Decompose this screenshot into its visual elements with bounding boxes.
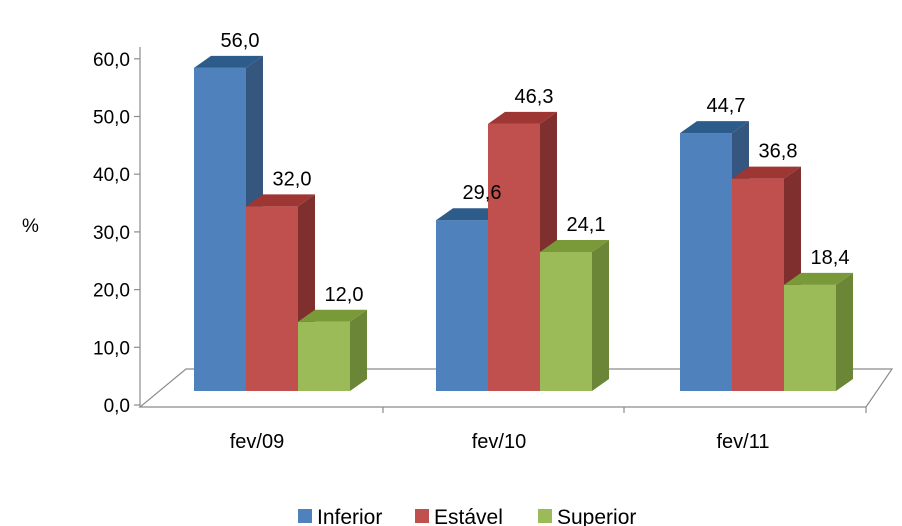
bar-front-face [194,67,246,391]
data-label-inferior-fev-09: 56,0 [221,30,260,52]
bar-estavel-fev-09 [246,194,315,391]
legend-item-inferior: Inferior [298,506,382,526]
bar-top-face [194,55,263,68]
bar-superior-fev-10 [540,239,609,391]
bar-top-face [436,208,505,221]
bar-side-face [592,239,609,391]
bar-top-face [540,239,609,252]
data-label-superior-fev-10: 24,1 [567,214,606,236]
bar-front-face [298,321,350,391]
x-category-label: fev/09 [230,431,284,453]
bar-side-face [836,272,853,391]
data-label-inferior-fev-10: 29,6 [463,182,502,204]
data-label-estavel-fev-10: 46,3 [515,86,554,108]
y-tick-label: 60,0 [93,50,130,71]
legend-swatch [415,509,429,523]
y-tick-label: 20,0 [93,281,130,302]
y-axis: 0,0 10,0 20,0 30,0 40,0 50,0 60,0 [93,47,867,417]
bar-top-face [298,309,367,322]
bar-front-face [732,178,784,391]
bars [194,55,853,392]
bar-front-face [488,123,540,391]
bar-top-face [732,166,801,179]
bar-front-face [246,206,298,391]
y-tick-label: 50,0 [93,108,130,129]
bar-side-face [350,309,367,391]
y-tick-label: 0,0 [104,396,130,417]
bar-front-face [680,133,732,391]
legend-label: Estável [434,506,503,526]
legend-swatch [538,509,552,523]
bar-top-face [488,111,557,124]
data-label-superior-fev-11: 18,4 [811,247,850,269]
y-tick-label: 10,0 [93,338,130,359]
legend-item-superior: Superior [538,506,636,526]
legend-label: Superior [557,506,636,526]
x-axis-categories: fev/09 fev/10 fev/11 [230,431,770,453]
bar-front-face [784,284,836,391]
data-label-inferior-fev-11: 44,7 [707,95,746,117]
legend: Inferior Estável Superior [298,506,636,526]
data-label-estavel-fev-09: 32,0 [273,168,312,190]
y-axis-title: % [22,216,39,237]
bar-superior-fev-09 [298,309,367,391]
bar-top-face [784,272,853,285]
bar-superior-fev-11 [784,272,853,391]
data-labels: 56,0 32,0 12,0 29,6 46,3 24,1 44,7 36,8 18,4 [221,30,850,306]
data-label-superior-fev-09: 12,0 [325,284,364,306]
legend-label: Inferior [317,506,382,526]
bar-top-face [680,121,749,134]
y-tick-label: 30,0 [93,223,130,244]
x-category-label: fev/10 [472,431,526,453]
y-tick-label: 40,0 [93,165,130,186]
legend-swatch [298,509,312,523]
bar-front-face [540,251,592,391]
bar-top-face [246,194,315,207]
legend-item-estavel: Estável [415,506,503,526]
x-category-label: fev/11 [717,431,770,453]
data-label-estavel-fev-11: 36,8 [759,141,798,163]
bar-front-face [436,220,488,391]
